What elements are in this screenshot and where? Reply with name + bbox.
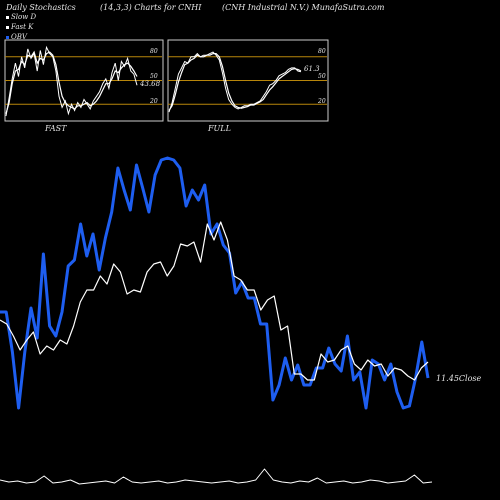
main-series-obv <box>0 156 430 410</box>
fast-last-value-label: 43.68 <box>139 80 161 88</box>
full-series-full-k <box>168 51 302 113</box>
chart-title-center: (14,3,3) Charts for CNHI <box>100 3 202 12</box>
legend-label: Fast K <box>11 23 34 31</box>
fast-series-fast-k <box>5 45 138 117</box>
legend-swatch-icon <box>6 15 9 19</box>
legend-swatch-icon <box>6 35 9 39</box>
fast-level-80-label: 80 <box>150 48 158 55</box>
full-series-full-d <box>168 52 302 111</box>
full-level-80-label: 80 <box>318 48 326 55</box>
fast-series-slow-d <box>5 50 138 114</box>
legend-swatch-icon <box>6 25 9 29</box>
fast-level-20-label: 20 <box>149 98 158 105</box>
full-last-value-label: 61.3 <box>304 65 320 73</box>
full-panel-caption: FULL <box>208 124 231 133</box>
fast-level-50-label: 50 <box>150 73 158 80</box>
legend-label: OBV <box>11 33 27 41</box>
main-series-volume <box>0 468 433 485</box>
main-series-price <box>0 221 429 381</box>
close-price-label: 11.45Close <box>436 374 481 383</box>
legend-item-fast-k: Fast K <box>6 22 36 32</box>
chart-title-right: (CNH Industrial N.V.) MunafaSutra.com <box>222 3 385 12</box>
chart-title-left: Daily Stochastics <box>6 3 76 12</box>
full-level-20-label: 20 <box>317 98 326 105</box>
legend-item-slow-d: Slow D <box>6 12 36 22</box>
close-price-unit: Close <box>458 374 482 383</box>
legend: Slow D Fast K OBV <box>6 12 36 42</box>
legend-item-obv: OBV <box>6 32 36 42</box>
fast-panel-caption: FAST <box>45 124 67 133</box>
full-level-50-label: 50 <box>318 73 326 80</box>
close-price-value: 11.45 <box>436 374 459 383</box>
legend-label: Slow D <box>11 13 37 21</box>
